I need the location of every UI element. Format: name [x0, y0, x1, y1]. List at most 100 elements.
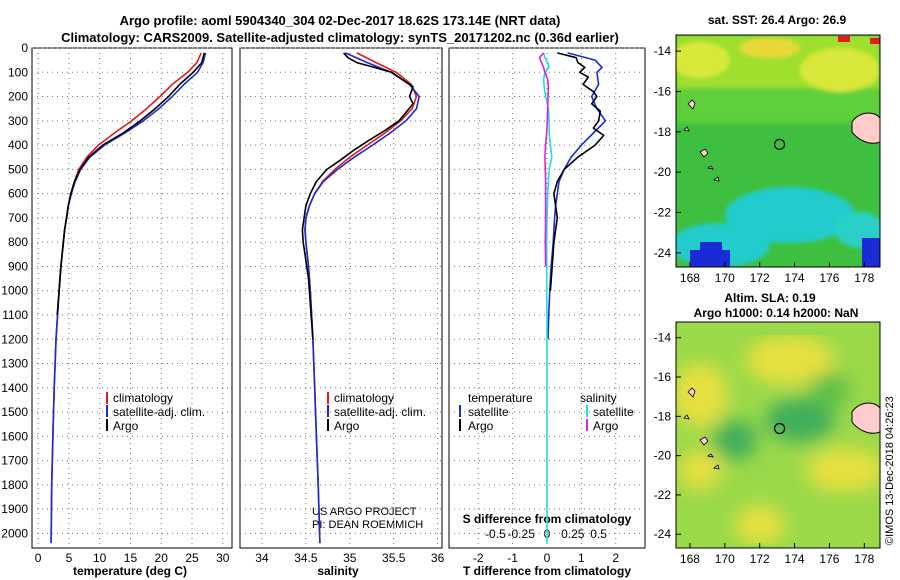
sla-xtick-label: 178 — [854, 552, 874, 566]
sla-low-blob — [713, 420, 757, 460]
depth-tick-label: 1400 — [1, 381, 28, 395]
temperature-series-argo — [56, 52, 206, 316]
sst-cold-pixels — [690, 250, 730, 267]
sst-cold-pixels — [862, 238, 880, 267]
credit-imos: ©IMOS 13-Dec-2018 04:26:23 — [884, 396, 896, 545]
sst-ytick-label: -20 — [654, 165, 672, 179]
depth-tick-label: 800 — [8, 235, 28, 249]
legend-title-salinity: salinity — [580, 391, 617, 405]
legend-label-argo: Argo — [113, 419, 139, 433]
legend-label-climatology: climatology — [334, 391, 394, 405]
sla-low-blob — [810, 372, 850, 408]
sst-warm-patch — [676, 42, 730, 78]
salinity-xtick-label: 34.5 — [294, 551, 318, 565]
legend-title-temperature: temperature — [468, 391, 533, 405]
depth-tick-label: 1800 — [1, 478, 28, 492]
sst-map-field — [676, 35, 880, 267]
sst-xtick-label: 172 — [750, 271, 770, 285]
depth-tick-label: 1600 — [1, 429, 28, 443]
depth-tick-label: 1900 — [1, 502, 28, 516]
sla-ytick-label: -24 — [654, 527, 672, 541]
difference-plot: -2 -1 0 1 2-0.5 -0.25 0 0.25 0.5 — [449, 47, 645, 565]
temperature-xlabel: temperature (deg C) — [73, 564, 187, 578]
credit-pi: PI: DEAN ROEMMICH — [312, 519, 423, 531]
depth-tick-label: 700 — [8, 211, 28, 225]
sla-xtick-label: 170 — [715, 552, 735, 566]
depth-tick-label: 1700 — [1, 454, 28, 468]
sla-ytick-label: -18 — [654, 409, 672, 423]
legend-label-climatology: climatology — [113, 391, 173, 405]
legend-label-argo: Argo — [334, 419, 360, 433]
temperature-xtick-label: 15 — [124, 551, 138, 565]
difference-xtick2-label: 0.5 — [590, 527, 607, 541]
sst-xtick-label: 170 — [715, 271, 735, 285]
difference-xtick-label: 2 — [612, 551, 619, 565]
salinity-panel-frame — [239, 47, 443, 549]
sst-xtick-label: 176 — [819, 271, 839, 285]
header-line-2: Climatology: CARS2009. Satellite-adjuste… — [61, 30, 619, 45]
sst-ytick-label: -16 — [654, 84, 672, 98]
sst-cold-pixels — [700, 242, 722, 250]
difference-xtick2-label: -0.5 — [485, 527, 506, 541]
salinity-xtick-label: 35 — [343, 551, 357, 565]
depth-tick-label: 1200 — [1, 332, 28, 346]
legend-label-temp-argo: Argo — [468, 419, 494, 433]
salinity-series-argo — [301, 52, 414, 340]
sst-ytick-label: -18 — [654, 125, 672, 139]
sla-xtick-label: 176 — [819, 552, 839, 566]
islands-vanuatu — [683, 99, 720, 182]
sla-xtick-label: 174 — [785, 552, 805, 566]
sla-float-marker — [773, 422, 786, 435]
sst-ytick-label: -14 — [654, 44, 672, 58]
sla-high-blob — [745, 335, 835, 385]
island-fiji — [851, 402, 880, 434]
depth-tick-label: 2000 — [1, 526, 28, 540]
salinity-xtick-label: 35.5 — [382, 551, 406, 565]
header-line-1: Argo profile: aoml 5904340_304 02-Dec-20… — [120, 13, 561, 28]
depth-tick-label: 1000 — [1, 284, 28, 298]
sst-ytick-label: -22 — [654, 206, 672, 220]
salinity-xlabel: salinity — [317, 564, 359, 578]
legend-label-sal-argo: Argo — [593, 419, 619, 433]
depth-tick-label: 1100 — [2, 308, 28, 322]
difference-xtick-label: -1 — [507, 551, 518, 565]
difference-legend: temperature salinity satellite Argo sate… — [459, 391, 634, 433]
sla-ytick-label: -20 — [654, 449, 672, 463]
temperature-xtick-label: 20 — [155, 551, 169, 565]
difference-xtick2-label: -0.25 — [508, 527, 536, 541]
difference-xtick-label: 0 — [544, 551, 551, 565]
depth-tick-label: 900 — [8, 259, 28, 273]
sst-xtick-label: 174 — [785, 271, 805, 285]
sla-high-blob — [735, 505, 785, 545]
island-fiji — [851, 112, 880, 144]
temperature-series-satellite-adj-clim- — [50, 52, 207, 544]
sst-warm-patch — [740, 38, 800, 58]
salinity-plot: 34 34.5 35 35.5 36 — [240, 47, 445, 565]
depth-tick-label: 0 — [21, 41, 28, 55]
salinity-legend: climatology satellite-adj. clim. Argo — [327, 391, 426, 433]
sst-ytick-label: -24 — [654, 246, 672, 260]
depth-tick-label: 100 — [8, 65, 28, 79]
temperature-xtick-label: 0 — [35, 551, 42, 565]
temperature-xtick-label: 25 — [185, 551, 199, 565]
sst-map-axes: 168 170 172 174 176 178 -14 -16 -18 -20 -22 -24 — [654, 44, 875, 285]
depth-tick-label: 400 — [8, 138, 28, 152]
sst-hot-pixels — [838, 36, 850, 42]
salinity-series-satellite-adj-clim- — [304, 52, 421, 544]
depth-tick-label: 200 — [8, 90, 28, 104]
sla-map-subtitle: Argo h1000: 0.14 h2000: NaN — [694, 306, 859, 320]
temperature-plot: 0 5 10 15 20 25 300100200300400500600700800900… — [1, 41, 232, 565]
sla-ytick-label: -22 — [654, 488, 672, 502]
islands-vanuatu — [683, 387, 720, 470]
sst-hot-pixels — [870, 38, 880, 44]
depth-tick-label: 500 — [8, 162, 28, 176]
temperature-panel-frame — [31, 47, 233, 549]
difference-xlabel: T difference from climatology — [463, 564, 631, 578]
sst-cool-patch — [725, 187, 855, 243]
sla-high-blob — [678, 450, 722, 490]
difference-series-salinity-argo — [538, 52, 550, 267]
sla-low-blob — [765, 398, 835, 442]
sst-float-marker — [773, 138, 786, 150]
